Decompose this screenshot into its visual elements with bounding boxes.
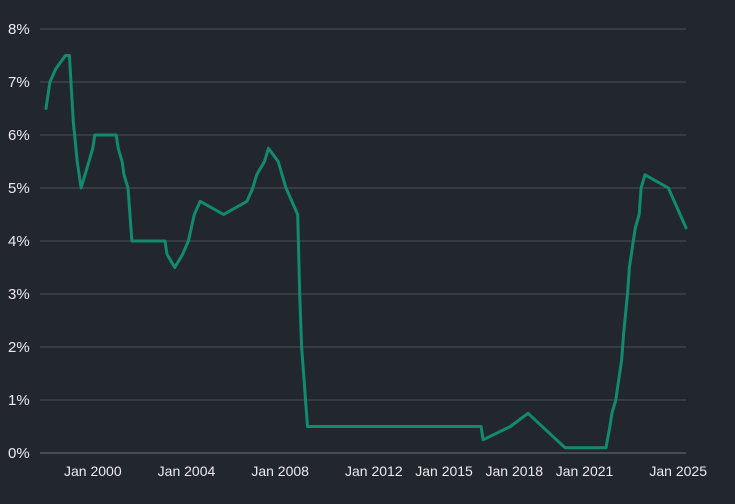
y-tick-label: 7% (8, 74, 30, 91)
y-tick-label: 1% (8, 392, 30, 409)
y-tick-label: 4% (8, 233, 30, 250)
y-tick-label: 2% (8, 339, 30, 356)
y-axis-labels: 0% 1% 2% 3% 4% 5% 6% 7% 8% (8, 21, 30, 462)
x-tick-label: Jan 2008 (251, 463, 309, 479)
series-layer (44, 54, 688, 450)
x-tick-label: Jan 2000 (64, 463, 122, 479)
x-tick-label: Jan 2004 (158, 463, 216, 479)
x-axis-labels: Jan 2000 Jan 2004 Jan 2008 Jan 2012 Jan 2015… (64, 463, 707, 479)
x-tick-label: Jan 2025 (649, 463, 707, 479)
x-tick-label: Jan 2012 (345, 463, 403, 479)
y-tick-label: 5% (8, 180, 30, 197)
y-tick-label: 8% (8, 21, 30, 38)
y-tick-label: 3% (8, 286, 30, 303)
series-line-0 (44, 54, 688, 450)
y-tick-label: 0% (8, 445, 30, 462)
x-tick-label: Jan 2021 (556, 463, 614, 479)
x-tick-label: Jan 2018 (485, 463, 543, 479)
x-tick-label: Jan 2015 (415, 463, 473, 479)
y-tick-label: 6% (8, 127, 30, 144)
